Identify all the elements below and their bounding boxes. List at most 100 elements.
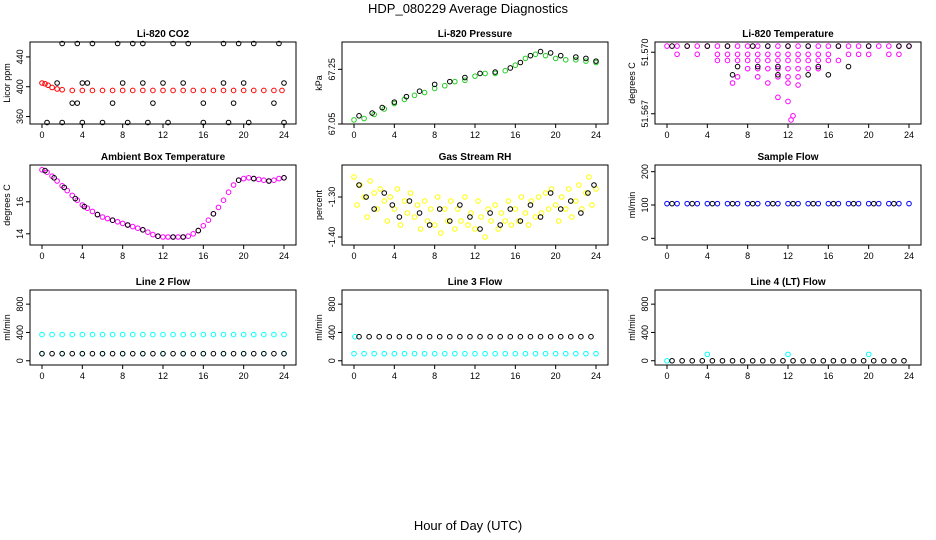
data-point: [99, 331, 106, 338]
data-point: [351, 174, 357, 180]
data-point: [709, 357, 716, 364]
data-point: [805, 65, 811, 72]
panel-6: Sample Flow 0 4 8 12 16 20 24 0 100 200 ml/min: [627, 152, 922, 261]
data-point: [220, 87, 227, 94]
data-point: [386, 333, 393, 340]
data-point: [407, 190, 414, 196]
data-point: [724, 43, 731, 49]
data-point: [704, 43, 711, 49]
data-point: [160, 87, 166, 94]
data-point: [805, 200, 811, 207]
y-tick-label: 400: [640, 325, 650, 340]
data-point: [426, 333, 433, 340]
data-point: [512, 350, 519, 357]
data-point: [114, 219, 121, 225]
data-point: [583, 190, 589, 196]
data-point: [150, 231, 156, 238]
data-point: [84, 205, 91, 211]
data-point: [200, 119, 207, 126]
data-point: [547, 50, 554, 56]
y-tick-label: 16: [15, 197, 25, 207]
data-point: [684, 43, 690, 49]
data-point: [477, 70, 483, 77]
data-point: [891, 200, 897, 207]
data-point: [119, 350, 126, 357]
data-point: [576, 182, 582, 188]
data-point: [401, 350, 408, 357]
data-point: [754, 65, 761, 72]
data-point: [170, 350, 176, 357]
data-point: [669, 357, 675, 364]
x-tick-label: 4: [80, 251, 85, 261]
data-point: [271, 100, 277, 106]
data-point: [488, 218, 494, 224]
data-point: [245, 175, 252, 181]
data-point: [573, 56, 579, 63]
data-point: [225, 189, 232, 195]
data-point: [271, 331, 277, 338]
data-point: [404, 210, 411, 216]
panel-3: Li-820 Temperature 0 4 8 12 16 20 24 51.567 51.57…: [627, 29, 922, 140]
data-point: [467, 333, 473, 340]
data-point: [165, 119, 171, 126]
data-point: [754, 57, 761, 64]
data-point: [573, 54, 579, 60]
x-tick-label: 20: [239, 371, 249, 381]
data-point: [689, 357, 696, 364]
data-point: [444, 218, 451, 224]
data-point: [694, 200, 701, 207]
data-point: [414, 202, 421, 208]
data-point: [271, 350, 277, 357]
data-point: [775, 65, 781, 72]
data-point: [795, 43, 801, 49]
data-point: [775, 74, 781, 80]
data-point: [230, 100, 237, 106]
data-point: [522, 55, 529, 62]
x-tick-label: 12: [158, 371, 168, 381]
data-point: [354, 202, 360, 208]
data-point: [586, 174, 592, 180]
data-point: [875, 200, 882, 207]
data-point: [517, 333, 524, 340]
plot-frame: [29, 41, 297, 125]
data-point: [180, 350, 186, 357]
data-point: [583, 55, 589, 62]
x-tick-label: 24: [279, 130, 289, 140]
data-point: [250, 350, 257, 357]
data-point: [557, 52, 564, 59]
data-point: [729, 72, 736, 78]
data-point: [165, 234, 171, 240]
data-point: [195, 227, 202, 234]
data-point: [593, 350, 599, 357]
data-point: [569, 214, 575, 220]
data-point: [835, 57, 842, 64]
data-point: [770, 357, 776, 364]
data-point: [790, 357, 796, 364]
data-point: [699, 357, 706, 364]
data-point: [744, 43, 751, 49]
data-point: [669, 200, 675, 207]
data-point: [537, 214, 544, 220]
panel-title: Line 4 (LT) Flow: [750, 277, 826, 288]
data-point: [765, 65, 771, 72]
data-point: [397, 222, 404, 228]
data-point: [363, 194, 369, 200]
data-point: [109, 217, 116, 223]
data-point: [734, 57, 741, 64]
data-point: [507, 65, 514, 71]
data-point: [785, 351, 791, 358]
data-point: [482, 350, 488, 357]
data-point: [508, 222, 515, 228]
data-point: [215, 204, 222, 211]
data-point: [886, 200, 892, 207]
data-point: [850, 200, 857, 207]
data-point: [870, 357, 877, 364]
data-point: [426, 222, 433, 228]
data-point: [674, 43, 680, 49]
data-point: [361, 115, 367, 122]
data-point: [396, 333, 403, 340]
data-point: [200, 331, 207, 338]
data-point: [785, 43, 791, 49]
data-point: [394, 186, 401, 192]
